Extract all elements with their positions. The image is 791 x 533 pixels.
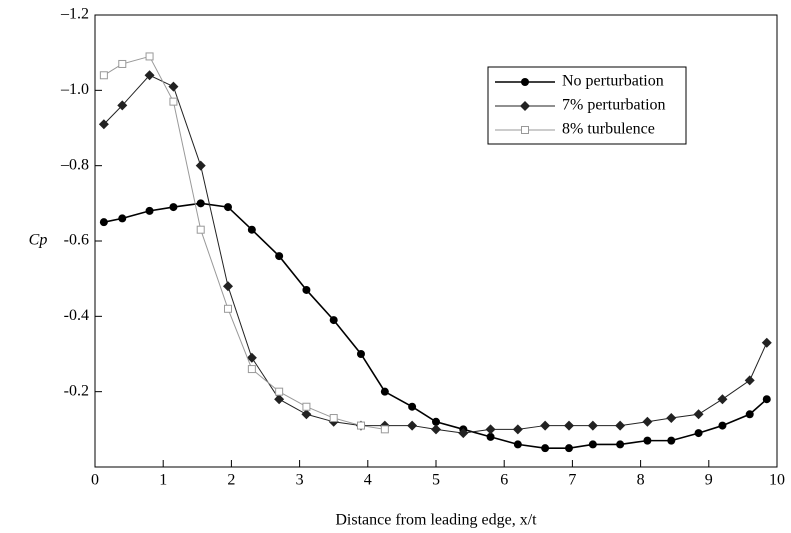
y-tick-label: –1.2 bbox=[60, 6, 89, 23]
data-point bbox=[408, 402, 417, 411]
data-point bbox=[302, 285, 311, 294]
data-point bbox=[329, 414, 338, 423]
data-point bbox=[169, 203, 178, 212]
data-point bbox=[432, 417, 440, 426]
data-point bbox=[563, 420, 574, 431]
legend-marker bbox=[520, 101, 530, 111]
data-point bbox=[144, 70, 155, 81]
legend-marker bbox=[521, 126, 529, 134]
data-point bbox=[223, 203, 232, 212]
data-point bbox=[541, 444, 550, 453]
data-point bbox=[99, 71, 108, 80]
x-tick-label: 4 bbox=[364, 472, 372, 489]
data-point bbox=[145, 52, 154, 61]
series-line bbox=[103, 202, 768, 449]
y-tick-label: –1.0 bbox=[60, 81, 89, 98]
data-point bbox=[380, 425, 389, 434]
data-point bbox=[329, 316, 338, 325]
y-tick-label: –0.8 bbox=[60, 156, 89, 173]
data-point bbox=[246, 352, 257, 363]
data-point bbox=[512, 424, 523, 435]
data-point bbox=[694, 429, 703, 438]
x-tick-label: 9 bbox=[705, 472, 713, 489]
data-point bbox=[301, 409, 312, 420]
data-point bbox=[587, 420, 598, 431]
data-point bbox=[117, 100, 128, 111]
data-point bbox=[275, 387, 284, 396]
x-axis-label: Distance from leading edge, x/t bbox=[335, 512, 537, 529]
y-axis-label: Cp bbox=[29, 232, 48, 249]
x-tick-label: 3 bbox=[296, 472, 304, 489]
data-point bbox=[196, 225, 205, 234]
x-tick-label: 10 bbox=[769, 472, 785, 489]
data-point bbox=[274, 394, 285, 405]
data-point bbox=[145, 206, 154, 215]
data-point bbox=[118, 59, 127, 68]
data-point bbox=[196, 199, 205, 208]
x-tick-label: 5 bbox=[432, 472, 440, 489]
data-point bbox=[169, 97, 178, 106]
data-point bbox=[745, 410, 754, 419]
data-point bbox=[380, 387, 389, 396]
data-point bbox=[615, 420, 626, 431]
data-point bbox=[693, 409, 704, 420]
data-point bbox=[302, 402, 311, 411]
data-point bbox=[513, 440, 522, 449]
y-tick-label: -0.6 bbox=[64, 232, 89, 249]
data-point bbox=[717, 394, 728, 405]
data-point bbox=[666, 413, 677, 424]
data-point bbox=[667, 436, 676, 445]
data-point bbox=[275, 252, 284, 261]
data-point bbox=[356, 350, 365, 358]
legend-label: No perturbation bbox=[562, 73, 664, 90]
y-tick-label: -0.4 bbox=[64, 307, 89, 324]
data-point bbox=[458, 428, 469, 439]
y-tick-label: -0.2 bbox=[64, 382, 89, 399]
data-point bbox=[118, 214, 127, 223]
data-point bbox=[247, 225, 256, 234]
data-point bbox=[407, 420, 418, 431]
data-point bbox=[247, 365, 256, 374]
series-line bbox=[103, 55, 385, 430]
data-point bbox=[718, 421, 727, 430]
data-point bbox=[761, 337, 772, 348]
data-point bbox=[99, 218, 108, 227]
x-tick-label: 0 bbox=[91, 472, 99, 489]
legend-label: 8% turbulence bbox=[562, 121, 655, 138]
legend-marker bbox=[521, 78, 529, 86]
data-point bbox=[616, 440, 625, 449]
x-tick-label: 2 bbox=[227, 472, 235, 489]
data-point bbox=[643, 436, 652, 445]
data-point bbox=[222, 281, 233, 292]
data-point bbox=[762, 395, 771, 404]
data-point bbox=[642, 416, 653, 427]
x-tick-label: 7 bbox=[568, 472, 576, 489]
data-point bbox=[356, 421, 365, 430]
data-point bbox=[486, 432, 495, 441]
data-point bbox=[564, 444, 573, 453]
legend-label: 7% perturbation bbox=[562, 97, 666, 114]
data-point bbox=[168, 81, 179, 92]
data-point bbox=[223, 304, 232, 313]
x-tick-label: 8 bbox=[637, 472, 645, 489]
data-point bbox=[98, 119, 109, 130]
data-point bbox=[485, 424, 496, 435]
x-tick-label: 1 bbox=[159, 472, 167, 489]
data-point bbox=[195, 160, 206, 171]
data-point bbox=[588, 440, 597, 449]
x-tick-label: 6 bbox=[500, 472, 508, 489]
data-point bbox=[540, 420, 551, 431]
data-point bbox=[431, 424, 441, 435]
data-point bbox=[744, 375, 755, 386]
